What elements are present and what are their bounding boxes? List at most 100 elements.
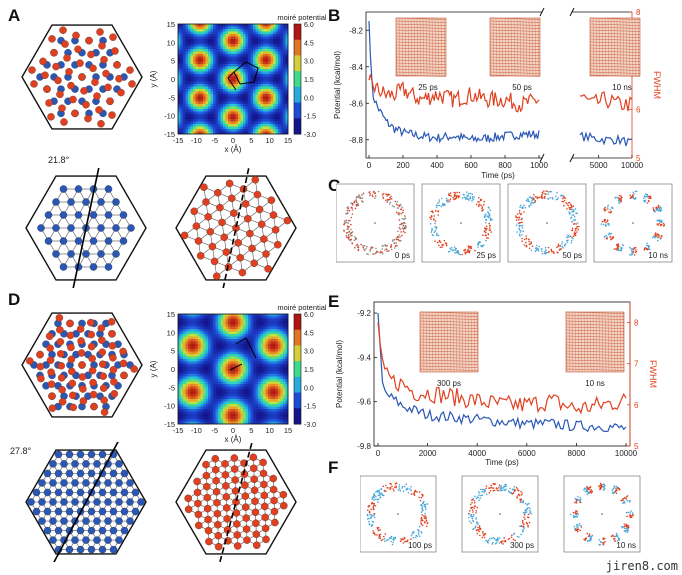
heatmap-cell	[238, 96, 241, 100]
heatmap-cell	[208, 61, 211, 65]
heatmap-cell	[283, 76, 286, 80]
heatmap-cell	[253, 384, 256, 387]
heatmap-cell	[188, 399, 191, 402]
heatmap-cell	[210, 326, 214, 330]
heatmap-cell	[228, 396, 231, 400]
heatmap-cell	[180, 411, 184, 415]
heatmap-cell	[243, 59, 246, 62]
heatmap-cell	[250, 374, 254, 377]
heatmap-cell	[255, 356, 259, 360]
heatmap-cell	[230, 36, 234, 40]
heatmap-cell	[213, 416, 216, 420]
heatmap-cell	[195, 54, 199, 57]
heatmap-cell	[195, 319, 199, 322]
heatmap-cell	[188, 64, 191, 67]
heatmap-cell	[218, 329, 221, 332]
heatmap-cell	[220, 419, 224, 422]
heatmap-cell	[273, 69, 276, 72]
heatmap-cell	[240, 24, 244, 27]
heatmap-cell	[275, 49, 279, 52]
heatmap-cell	[235, 46, 239, 50]
heatmap-cell	[245, 99, 249, 102]
heatmap-cell	[188, 366, 191, 370]
heatmap-cell	[183, 336, 186, 340]
heatmap-cell	[278, 31, 281, 35]
lattice-atom	[115, 498, 123, 506]
heatmap-cell	[268, 24, 271, 27]
heatmap-cell	[230, 69, 234, 72]
heatmap-cell	[268, 316, 271, 320]
heatmap-cell	[240, 51, 244, 55]
heatmap-cell	[205, 346, 209, 350]
heatmap-cell	[188, 109, 191, 112]
heatmap-cell	[230, 104, 234, 107]
lattice-atom	[184, 494, 192, 503]
panel-letter-b: B	[328, 6, 341, 25]
heatmap-cell	[283, 361, 286, 365]
heatmap-cell	[233, 386, 236, 390]
heatmap-cell	[248, 376, 251, 380]
heatmap-cell	[250, 96, 254, 100]
heatmap-cell	[245, 54, 249, 57]
heatmap-cell	[218, 26, 221, 30]
heatmap-cell	[238, 371, 241, 375]
heatmap-cell	[265, 96, 269, 100]
heatmap-cell	[203, 96, 206, 100]
heatmap-cell	[213, 341, 216, 345]
heatmap-cell	[200, 91, 204, 95]
heatmap-cell	[250, 126, 254, 130]
heatmap-cell	[223, 54, 226, 57]
heatmap-cell	[240, 89, 244, 92]
heatmap-cell	[180, 336, 184, 340]
heatmap-cell	[178, 369, 181, 372]
heatmap-cell	[278, 44, 281, 47]
heatmap-cell	[280, 41, 284, 45]
heatmap-cell	[240, 104, 244, 107]
heatmap-cell	[248, 51, 251, 55]
heatmap-cell	[243, 391, 246, 395]
heatmap-cell	[283, 74, 286, 77]
heatmap-cell	[280, 121, 284, 125]
heatmap-cell	[263, 329, 266, 332]
heatmap-cell	[223, 421, 226, 425]
heatmap-cell	[190, 66, 194, 70]
heatmap-cell	[195, 51, 199, 55]
heatmap-cell	[283, 89, 286, 92]
heatmap-cell	[240, 344, 244, 347]
lattice-atom	[45, 332, 54, 340]
heatmap-cell	[238, 359, 241, 362]
heatmap-cell	[225, 319, 229, 322]
heatmap-cell	[188, 129, 191, 132]
heatmap-cell	[245, 326, 249, 330]
heatmap-cell	[188, 106, 191, 110]
heatmap-cell	[260, 374, 264, 377]
heatmap-cell	[283, 59, 286, 62]
heatmap-cell	[230, 74, 234, 77]
heatmap-cell	[218, 341, 221, 345]
heatmap-cell	[193, 346, 196, 350]
heatmap-cell	[255, 26, 259, 30]
heatmap-cell	[270, 401, 274, 405]
heatmap-cell	[275, 356, 279, 360]
x-tick-label: 5	[249, 136, 253, 145]
heatmap-cell	[225, 126, 229, 130]
lattice-atom	[66, 319, 74, 328]
heatmap-cell	[275, 119, 279, 122]
heatmap-cell	[243, 51, 246, 55]
heatmap-cell	[258, 346, 261, 350]
heatmap-cell	[193, 81, 196, 85]
heatmap-cell	[238, 404, 241, 407]
heatmap-cell	[260, 111, 264, 115]
lattice-atom	[104, 479, 112, 487]
heatmap-cell	[210, 376, 214, 380]
heatmap-cell	[273, 101, 276, 105]
heatmap-cell	[190, 349, 194, 352]
heatmap-cell	[225, 389, 229, 392]
heatmap-cell	[270, 394, 274, 397]
heatmap-cell	[243, 96, 246, 100]
heatmap-cell	[213, 44, 216, 47]
heatmap-cell	[190, 374, 194, 377]
heatmap-cell	[228, 316, 231, 320]
heatmap-cell	[278, 336, 281, 340]
heatmap-cell	[198, 104, 201, 107]
